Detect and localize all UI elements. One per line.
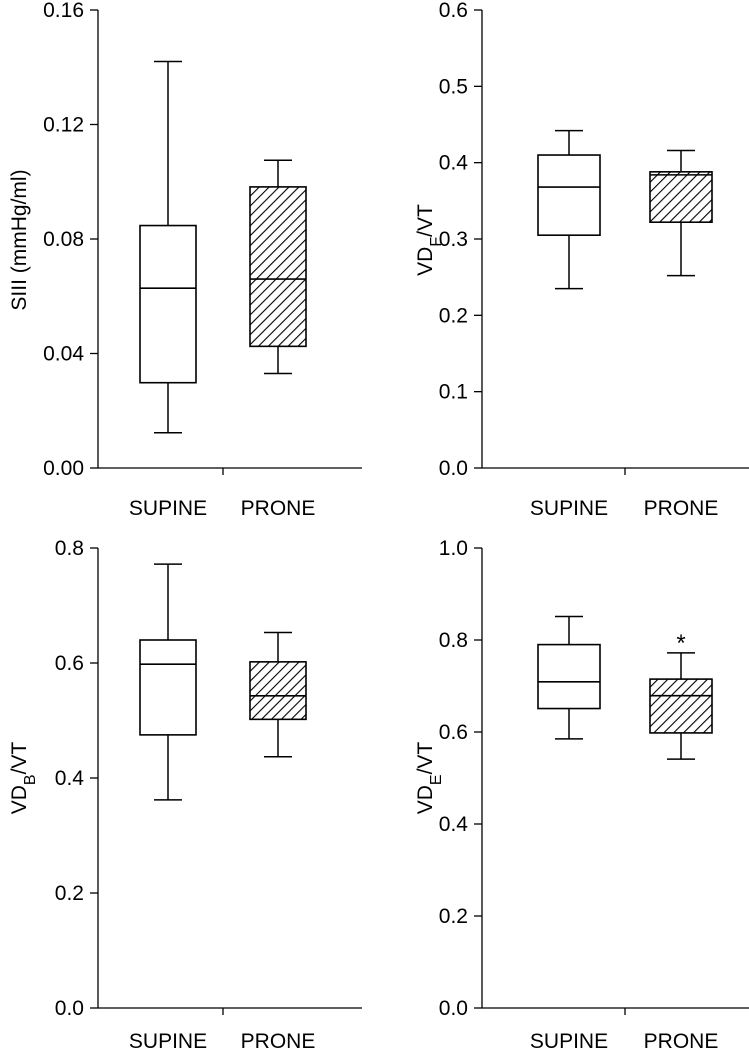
y-tick-label: 1.0: [439, 537, 468, 560]
x-tick-label-prone: PRONE: [644, 1030, 719, 1053]
x-tick-label-prone: PRONE: [644, 497, 719, 520]
y-tick-label: 0.5: [439, 75, 468, 98]
y-tick-label: 0.4: [439, 813, 469, 836]
y-tick-label: 0.08: [43, 228, 84, 251]
y-tick-label: 0.4: [439, 152, 469, 175]
y-tick-label: 0.0: [55, 997, 84, 1020]
panel-top-right: 0.0 0.1 0.2 0.3 0.4 0.5 0.6 VDF/VT SUPINE PRONE: [414, 0, 749, 520]
box-body: [649, 678, 713, 734]
y-tick-label: 0.16: [43, 0, 84, 22]
y-tick-label: 0.0: [439, 457, 468, 480]
y-axis-label: VDB/VT: [8, 742, 39, 815]
box-prone: [649, 149, 713, 277]
y-tick-label: 0.3: [439, 228, 468, 251]
box-prone: [649, 652, 713, 760]
box-body: [139, 224, 197, 384]
x-tick-label-supine: SUPINE: [129, 1030, 207, 1053]
box-body: [249, 186, 307, 348]
box-prone: [249, 159, 307, 375]
y-axis-label-part: VD: [414, 247, 437, 276]
panel-top-left: 0.00 0.04 0.08 0.12 0.16 SIII (mmHg/ml) SUPINE…: [8, 0, 362, 520]
y-tick-label: 0.6: [439, 721, 468, 744]
y-axis-label: VDF/VT: [414, 204, 445, 276]
box-supine: [139, 563, 197, 801]
y-tick-label: 0.1: [439, 381, 468, 404]
x-tick-label-prone: PRONE: [241, 497, 316, 520]
y-axis-label-part: SIII (mmHg/ml): [8, 169, 31, 310]
significance-marker: *: [676, 630, 685, 657]
y-axis-label-subscript: E: [428, 774, 445, 785]
y-axis-label-part: /VT: [414, 742, 437, 775]
x-tick-label-supine: SUPINE: [530, 497, 608, 520]
box-body: [537, 643, 601, 710]
x-tick-label-supine: SUPINE: [129, 497, 207, 520]
y-axis-label-part: VD: [8, 785, 31, 814]
box-body: [649, 171, 713, 224]
box-body: [249, 661, 307, 721]
y-axis-label-part: /VT: [414, 204, 437, 237]
y-tick-label: 0.00: [43, 457, 84, 480]
y-axis-label-subscript: B: [22, 774, 39, 785]
box-supine: [139, 60, 197, 434]
x-tick-label-prone: PRONE: [241, 1030, 316, 1053]
y-axis-label-part: VD: [414, 785, 437, 814]
y-tick-label: 0.12: [43, 114, 84, 137]
x-tick-label-supine: SUPINE: [530, 1030, 608, 1053]
y-tick-label: 0.0: [439, 997, 468, 1020]
y-tick-label: 0.2: [439, 304, 468, 327]
y-tick-label: 0.2: [55, 882, 84, 905]
y-tick-label: 0.4: [55, 767, 85, 790]
y-axis-label: VDE/VT: [414, 742, 445, 815]
y-axis-label: SIII (mmHg/ml): [8, 169, 31, 310]
panel-bottom-left: 0.0 0.2 0.4 0.6 0.8 VDB/VT SUPINE PRONE: [8, 537, 362, 1053]
y-tick-label: 0.8: [439, 629, 468, 652]
panel-bottom-right: 0.0 0.2 0.4 0.6 0.8 1.0 VDE/VT SUPINE PRONE *: [414, 537, 749, 1053]
box-prone: [249, 631, 307, 758]
y-axis-label-part: /VT: [8, 742, 31, 775]
y-tick-label: 0.6: [55, 652, 84, 675]
y-axis-label-subscript: F: [428, 237, 445, 247]
box-body: [139, 639, 197, 736]
y-tick-label: 0.6: [439, 0, 468, 22]
box-supine: [537, 129, 601, 290]
box-body: [537, 154, 601, 236]
y-tick-label: 0.8: [55, 537, 84, 560]
y-tick-label: 0.2: [439, 905, 468, 928]
y-tick-label: 0.04: [43, 343, 84, 366]
box-supine: [537, 615, 601, 740]
